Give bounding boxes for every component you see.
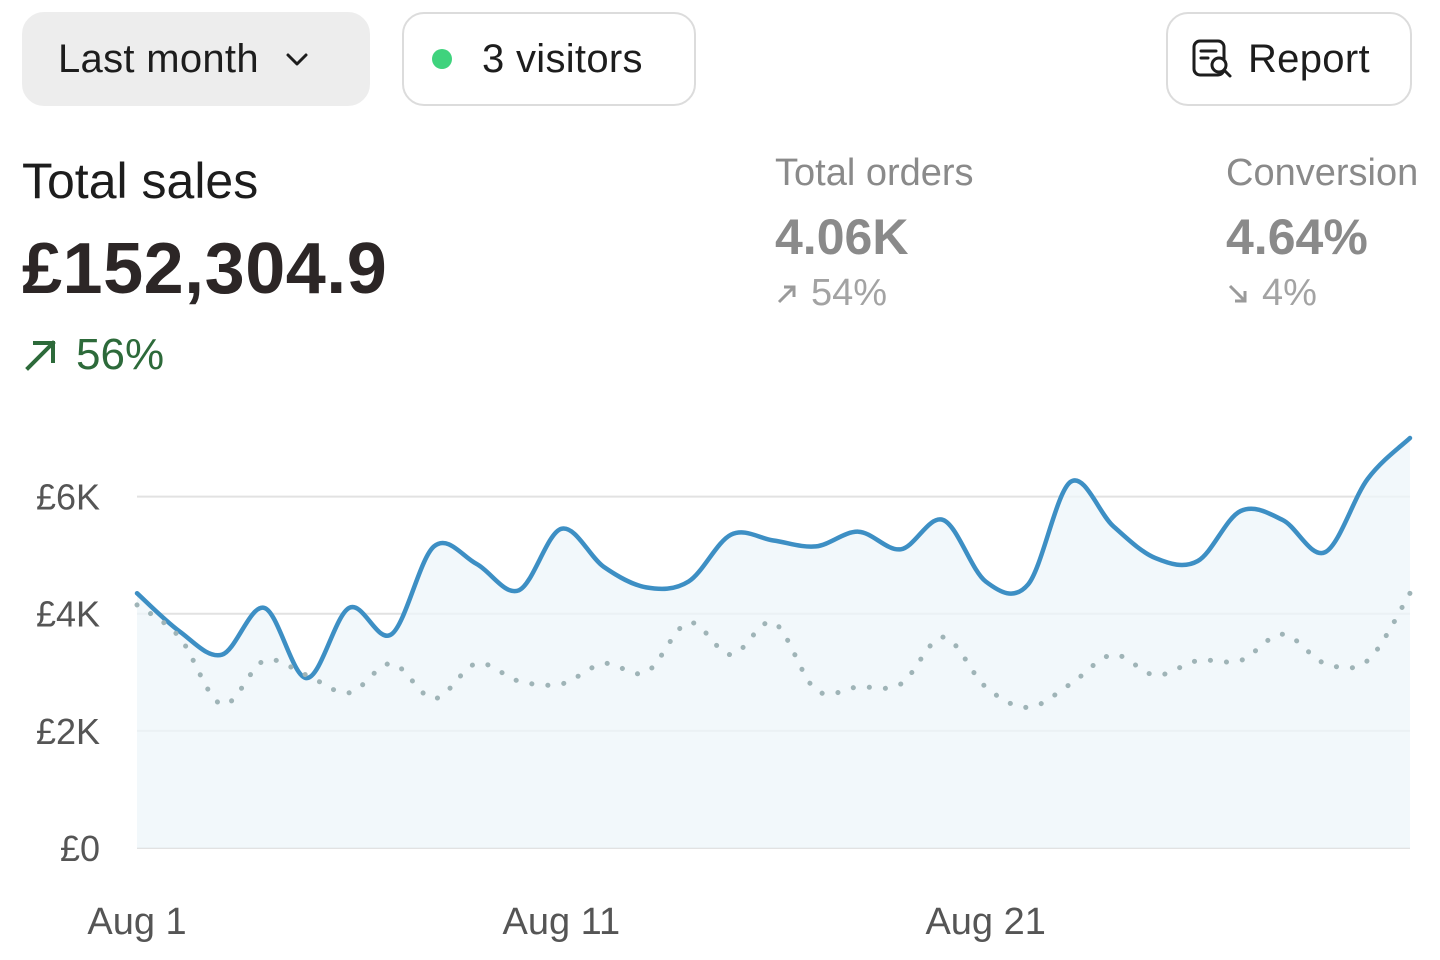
previous-period-line — [134, 590, 1413, 710]
live-status-dot-icon — [432, 49, 452, 69]
total-orders-value: 4.06K — [775, 209, 909, 265]
conversion-value: 4.64% — [1226, 209, 1368, 265]
x-tick-label: Aug 11 — [503, 901, 621, 943]
report-label: Report — [1248, 36, 1370, 81]
period-dropdown[interactable]: Last month — [22, 12, 370, 106]
x-tick-label: Aug 21 — [925, 901, 1045, 943]
x-axis-labels: Aug 1 Aug 11 Aug 21 — [87, 901, 1046, 943]
total-orders-change: 54% — [775, 272, 887, 315]
chevron-down-icon — [286, 53, 308, 66]
x-tick-label: Aug 1 — [87, 901, 186, 943]
report-button[interactable]: Report — [1166, 12, 1412, 106]
y-tick-label: £6K — [36, 477, 100, 518]
series-lines — [134, 435, 1413, 710]
total-orders-change-value: 54% — [811, 272, 888, 314]
arrow-down-right-icon — [1228, 284, 1247, 302]
arrow-up-right-icon — [777, 285, 796, 303]
total-sales-change-value: 56% — [76, 330, 165, 379]
arrow-up-right-icon — [25, 340, 56, 371]
visitors-label: 3 visitors — [482, 36, 643, 81]
total-orders-tab[interactable]: Total orders — [775, 152, 974, 194]
report-search-icon — [1192, 39, 1232, 78]
conversion-change: 4% — [1226, 272, 1317, 315]
y-tick-label: £2K — [36, 711, 100, 752]
current-period-line — [134, 435, 1413, 681]
y-tick-label: £4K — [36, 594, 100, 635]
area-fill — [137, 438, 1410, 848]
period-label: Last month — [58, 36, 259, 81]
live-visitors-button[interactable]: 3 visitors — [402, 12, 696, 106]
sales-line-chart[interactable]: £0 £2K £4K £6K Aug 1 Aug 11 Aug 21 — [0, 400, 1440, 960]
y-tick-label: £0 — [60, 828, 100, 869]
total-sales-value: £152,304.9 — [22, 229, 388, 309]
y-axis-labels: £0 £2K £4K £6K — [36, 477, 100, 869]
conversion-tab[interactable]: Conversion — [1226, 152, 1419, 194]
total-sales-change: 56% — [22, 330, 164, 380]
conversion-change-value: 4% — [1262, 272, 1317, 314]
sales-area-fill — [137, 438, 1410, 848]
total-sales-label: Total sales — [22, 153, 259, 209]
